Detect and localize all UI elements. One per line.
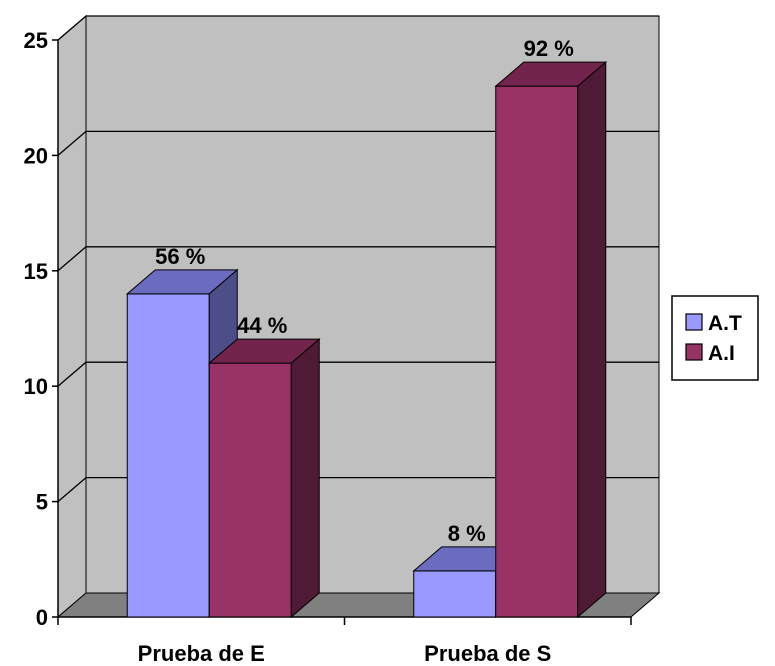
legend: A.T A.I [671, 295, 759, 381]
y-tick-label: 15 [24, 259, 48, 284]
y-tick-label: 5 [36, 490, 48, 515]
x-category-label: Prueba de S [424, 641, 551, 666]
gridline [57, 246, 659, 272]
gridline [57, 130, 659, 156]
legend-label-a-i: A.I [708, 342, 735, 365]
y-tick-label: 25 [24, 28, 48, 53]
legend-box [671, 295, 759, 381]
x-category-label: Prueba de E [138, 641, 265, 666]
axes: 0 5 10 15 20 25 Prueba de E Prueba de S [24, 28, 632, 666]
y-tick-label: 20 [24, 143, 48, 168]
data-label-a-t-prueba-de-s: 8 % [448, 521, 486, 546]
gridline [57, 476, 659, 503]
legend-label-a-t: A.T [708, 312, 742, 335]
y-tick-label: 0 [36, 605, 48, 630]
y-tick-label: 10 [24, 374, 48, 399]
bar-a-i-prueba-de-e-front [208, 362, 292, 618]
data-labels: 56 % 44 % 8 % 92 % [155, 36, 574, 546]
data-label-a-i-prueba-de-e: 44 % [237, 313, 287, 338]
data-label-a-i-prueba-de-s: 92 % [524, 36, 574, 61]
bar-a-i-prueba-de-s-side [577, 61, 607, 619]
side-wall [57, 14, 87, 619]
legend-swatch-a-i [685, 343, 703, 361]
gridlines [57, 15, 659, 503]
bar-a-t-prueba-de-e-front [126, 293, 210, 618]
legend-swatch-a-t [685, 313, 703, 331]
data-label-a-t-prueba-de-e: 56 % [155, 244, 205, 269]
bars [125, 61, 608, 619]
gridline [57, 15, 659, 41]
bar-a-t-prueba-de-s-front [413, 570, 497, 618]
bar-a-i-prueba-de-s-front [495, 85, 579, 618]
gridline [57, 361, 659, 387]
bar-a-i-prueba-de-e-side [290, 338, 320, 619]
